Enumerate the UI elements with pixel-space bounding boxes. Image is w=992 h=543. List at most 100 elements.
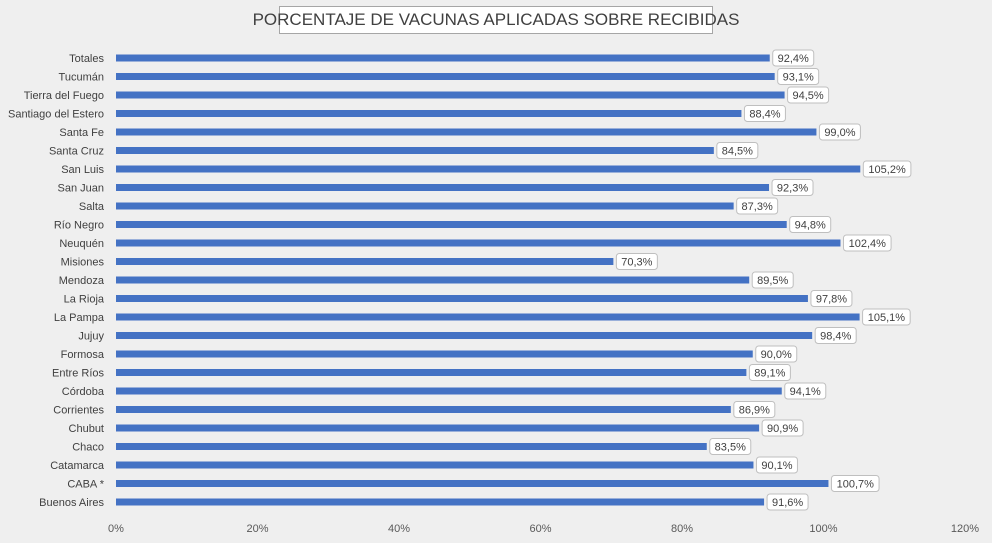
bar (116, 258, 614, 265)
x-tick-label: 100% (809, 523, 837, 535)
category-label: Formosa (61, 349, 105, 361)
category-label: Chubut (69, 423, 104, 435)
category-label: Santa Cruz (49, 146, 104, 158)
x-tick-label: 0% (108, 523, 124, 535)
category-label: Jujuy (78, 331, 104, 343)
data-label-box (761, 419, 804, 437)
data-label: 92,4% (778, 53, 809, 65)
data-label-box (736, 197, 779, 215)
category-label: Tierra del Fuego (24, 90, 104, 102)
category-label: CABA * (67, 479, 104, 491)
category-label: Entre Ríos (52, 368, 104, 380)
bar (116, 239, 841, 247)
data-label: 94,5% (792, 90, 823, 102)
bar (116, 387, 782, 395)
category-label: Mendoza (59, 275, 105, 287)
x-tick-label: 40% (388, 523, 410, 535)
bar (116, 276, 750, 284)
data-label-box (818, 123, 861, 141)
category-label: La Rioja (64, 294, 105, 306)
data-label: 90,0% (761, 349, 792, 361)
data-label-box (772, 49, 815, 67)
bar (116, 91, 785, 99)
bar (116, 221, 787, 228)
category-label: Misiones (61, 257, 105, 269)
bar (116, 443, 707, 450)
data-label-box (814, 327, 857, 344)
bar (116, 424, 760, 432)
data-label: 89,1% (754, 368, 785, 380)
category-label: Catamarca (50, 460, 105, 472)
data-label-box (766, 493, 809, 511)
category-label: La Pampa (54, 312, 105, 324)
category-label: Buenos Aires (39, 497, 104, 509)
data-label-box (716, 142, 759, 159)
data-label: 94,1% (790, 386, 821, 398)
data-label-box (743, 105, 786, 122)
data-label: 105,2% (868, 164, 906, 176)
data-label: 93,1% (783, 72, 814, 84)
category-label: San Juan (58, 183, 104, 195)
bar (116, 54, 770, 62)
bar (116, 110, 742, 117)
category-label: Río Negro (54, 220, 104, 232)
data-label: 88,4% (749, 109, 780, 121)
data-label-box (733, 401, 776, 418)
data-label-box (771, 179, 814, 196)
data-label: 84,5% (722, 146, 753, 158)
chart-title: PORCENTAJE DE VACUNAS APLICADAS SOBRE RE… (253, 6, 739, 34)
data-label-box (755, 345, 798, 363)
data-label-box (709, 438, 752, 455)
bar (116, 498, 765, 506)
x-tick-label: 60% (529, 523, 551, 535)
x-tick-label: 20% (246, 523, 268, 535)
data-label: 100,7% (837, 479, 875, 491)
data-label: 97,8% (816, 294, 847, 306)
data-label: 90,9% (767, 423, 798, 435)
data-label-box (784, 382, 827, 400)
category-label: Chaco (72, 442, 104, 454)
category-label: Tucumán (59, 72, 104, 84)
data-label-box (830, 475, 880, 492)
data-label: 94,8% (795, 220, 826, 232)
category-label: Neuquén (59, 238, 104, 250)
data-label: 70,3% (621, 257, 652, 269)
data-label-box (862, 160, 912, 178)
data-label: 102,4% (849, 238, 887, 250)
category-label: Córdoba (62, 386, 105, 398)
data-label: 91,6% (772, 497, 803, 509)
bar (116, 350, 753, 358)
data-label: 92,3% (777, 183, 808, 195)
x-tick-label: 120% (951, 523, 979, 535)
bar (116, 369, 747, 376)
data-label: 105,1% (868, 312, 906, 324)
data-label: 99,0% (824, 127, 855, 139)
bar (116, 128, 817, 136)
bar (116, 480, 829, 487)
category-label: Corrientes (53, 405, 104, 417)
bar (116, 73, 775, 80)
data-label: 89,5% (757, 275, 788, 287)
bar (116, 165, 861, 173)
x-tick-label: 80% (671, 523, 693, 535)
data-label-box (842, 234, 892, 252)
data-label-box (789, 216, 832, 233)
category-label: Santiago del Estero (8, 109, 104, 121)
data-label-box (748, 364, 791, 381)
bar (116, 184, 770, 191)
bar (116, 461, 754, 469)
bar (116, 147, 714, 154)
bar (116, 202, 734, 210)
data-label: 98,4% (820, 331, 851, 343)
bar (116, 313, 860, 321)
bar (116, 406, 731, 413)
category-label: Santa Fe (59, 127, 104, 139)
data-label: 86,9% (739, 405, 770, 417)
bar (116, 332, 813, 339)
data-label-box (755, 456, 798, 474)
data-label: 83,5% (715, 442, 746, 454)
category-label: San Luis (61, 164, 104, 176)
data-label: 87,3% (742, 201, 773, 213)
